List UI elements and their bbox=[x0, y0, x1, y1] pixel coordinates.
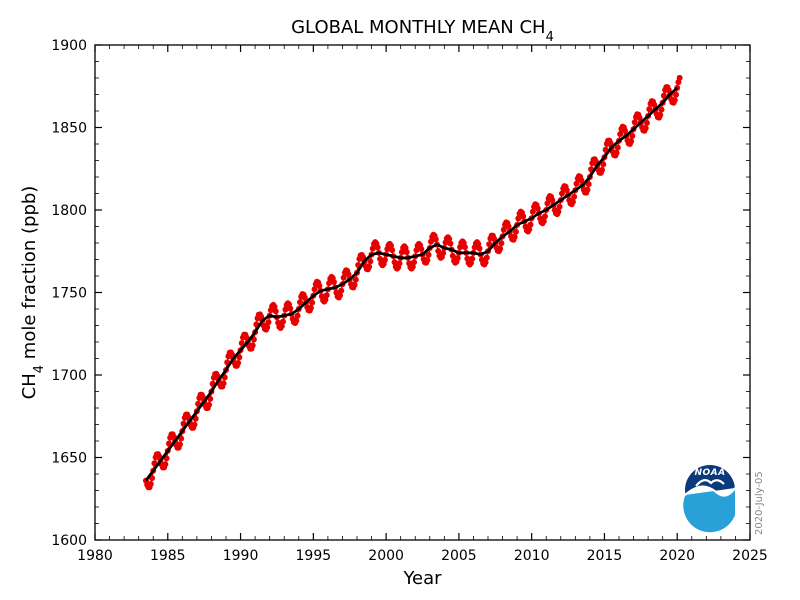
ytick-label: 1900 bbox=[51, 38, 87, 54]
ytick-label: 1750 bbox=[51, 286, 87, 302]
svg-text:NOAA: NOAA bbox=[694, 468, 725, 478]
x-axis-label: Year bbox=[402, 568, 442, 589]
datestamp: 2020-July-05 bbox=[754, 471, 765, 535]
trend-line bbox=[146, 88, 677, 481]
monthly-line bbox=[146, 78, 680, 487]
xtick-label: 1985 bbox=[150, 548, 186, 564]
ytick-label: 1850 bbox=[51, 121, 87, 137]
y-axis-label: CH4 mole fraction (ppb) bbox=[19, 186, 47, 400]
chart-title: GLOBAL MONTHLY MEAN CH4 bbox=[291, 17, 554, 45]
noaa-logo: NOAA bbox=[683, 465, 735, 532]
xtick-label: 2000 bbox=[368, 548, 404, 564]
ytick-label: 1700 bbox=[51, 368, 87, 384]
xtick-label: 2005 bbox=[441, 548, 477, 564]
xtick-label: 2010 bbox=[514, 548, 550, 564]
xtick-label: 2015 bbox=[587, 548, 623, 564]
plot-area bbox=[95, 45, 750, 540]
monthly-markers bbox=[143, 75, 683, 490]
xtick-label: 1990 bbox=[223, 548, 259, 564]
xtick-label: 1980 bbox=[77, 548, 113, 564]
xtick-label: 1995 bbox=[296, 548, 332, 564]
ytick-label: 1650 bbox=[51, 451, 87, 467]
ytick-label: 1800 bbox=[51, 203, 87, 219]
ch4-chart: 1980 1985 1990 1995 2000 2005 2010 2015 2020 2025… bbox=[0, 0, 800, 600]
xtick-label: 2020 bbox=[659, 548, 695, 564]
chart-container: 1980 1985 1990 1995 2000 2005 2010 2015 2020 2025… bbox=[0, 0, 800, 600]
xtick-label: 2025 bbox=[732, 548, 768, 564]
ytick-label: 1600 bbox=[51, 533, 87, 549]
